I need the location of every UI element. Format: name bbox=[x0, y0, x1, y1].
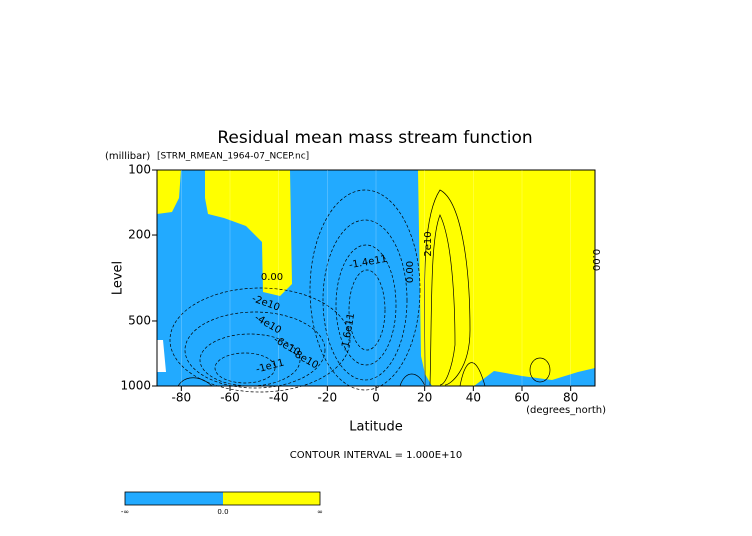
positive-region bbox=[418, 170, 595, 386]
colorbar bbox=[124, 491, 321, 506]
colorbar-label: 0.0 bbox=[217, 508, 228, 516]
y-axis-label: Level bbox=[111, 261, 126, 295]
y-tick-label: 200 bbox=[128, 228, 151, 242]
x-tick-label: -20 bbox=[318, 391, 338, 405]
positive-contours bbox=[177, 189, 551, 387]
chart-title: Residual mean mass stream function bbox=[217, 128, 532, 148]
positive-region bbox=[205, 170, 292, 296]
x-tick-label: 0 bbox=[372, 391, 380, 405]
x-tick-label: -60 bbox=[220, 391, 240, 405]
colorbar-label: -∞ bbox=[121, 508, 129, 516]
contour-label: 0.00 bbox=[405, 261, 416, 283]
colorbar-frame bbox=[124, 491, 321, 506]
subtitle: [STRM_RMEAN_1964-07_NCEP.nc] bbox=[157, 152, 309, 162]
contour-label: 0.00 bbox=[261, 272, 283, 283]
x-tick-label: 20 bbox=[417, 391, 432, 405]
y-tick-label: 1000 bbox=[120, 379, 151, 393]
positive-region bbox=[157, 170, 181, 214]
colorbar-positive bbox=[223, 492, 320, 505]
y-tick-label: 100 bbox=[128, 163, 151, 177]
annotation: CONTOUR INTERVAL = 1.000E+10 bbox=[290, 450, 462, 461]
missing-region bbox=[157, 340, 166, 372]
colorbar-negative bbox=[125, 492, 223, 505]
x-tick-label: -40 bbox=[269, 391, 289, 405]
y-unit: (millibar) bbox=[105, 151, 150, 162]
plot-area bbox=[156, 169, 596, 393]
y-tick-label: 500 bbox=[128, 313, 151, 327]
contour-label: 0.00 bbox=[590, 249, 601, 271]
contour-label: 2e10 bbox=[423, 231, 434, 256]
x-unit: (degrees_north) bbox=[526, 405, 606, 416]
x-tick-label: -80 bbox=[172, 391, 192, 405]
x-tick-label: 40 bbox=[466, 391, 481, 405]
x-axis-label: Latitude bbox=[349, 420, 403, 435]
x-tick-label: 60 bbox=[514, 391, 529, 405]
x-tick-label: 80 bbox=[563, 391, 578, 405]
colorbar-label: ∞ bbox=[317, 508, 323, 516]
